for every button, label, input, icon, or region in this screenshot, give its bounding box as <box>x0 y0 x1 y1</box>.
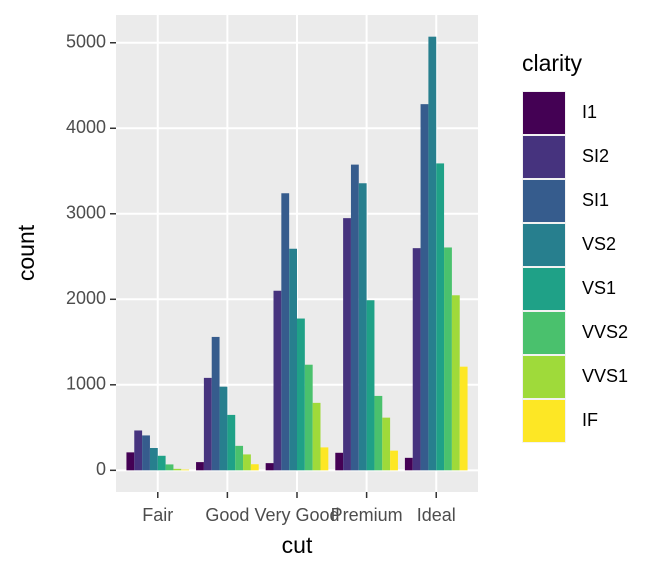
y-tick-label: 3000 <box>66 203 106 223</box>
bar <box>297 318 305 471</box>
legend-swatch <box>523 136 565 178</box>
x-axis-title: cut <box>282 532 313 558</box>
legend-swatch <box>523 180 565 222</box>
y-tick-label: 5000 <box>66 32 106 52</box>
bar <box>304 364 313 471</box>
legend-label: SI1 <box>582 190 609 210</box>
legend-title: clarity <box>522 50 583 76</box>
bar <box>165 464 174 471</box>
bar <box>289 248 297 471</box>
bar <box>451 295 460 471</box>
bar <box>459 366 468 471</box>
bar <box>173 468 182 471</box>
bar <box>350 164 359 471</box>
bar <box>320 447 329 471</box>
legend-label: VS1 <box>582 278 616 298</box>
legend-label: IF <box>582 410 598 430</box>
legend-swatch <box>523 312 565 354</box>
legend-swatch <box>523 356 565 398</box>
x-tick-label: Fair <box>142 505 173 525</box>
bar <box>335 452 344 471</box>
bar <box>134 430 143 471</box>
bar <box>149 447 158 471</box>
bar <box>366 300 375 471</box>
legend-label: SI2 <box>582 146 609 166</box>
legend-swatch <box>523 268 565 310</box>
bar <box>265 463 274 471</box>
bar <box>243 454 251 471</box>
legend-label: I1 <box>582 102 597 122</box>
y-tick-label: 0 <box>96 459 106 479</box>
bar <box>374 395 383 471</box>
legend-label: VS2 <box>582 234 616 254</box>
bar <box>420 104 429 471</box>
bar <box>196 462 204 471</box>
bar <box>281 193 290 471</box>
legend-swatch <box>523 400 565 442</box>
bar <box>436 163 445 471</box>
bar <box>428 36 437 471</box>
y-tick-label: 2000 <box>66 288 106 308</box>
bar <box>219 386 228 471</box>
bar <box>358 183 367 471</box>
bar <box>343 218 351 471</box>
bar <box>211 336 220 471</box>
x-tick-label: Good <box>205 505 249 525</box>
legend-swatch <box>523 224 565 266</box>
bar <box>181 469 190 471</box>
y-axis-title: count <box>13 224 39 281</box>
x-tick-label: Very Good <box>254 505 339 525</box>
bar <box>444 247 452 471</box>
y-tick-label: 4000 <box>66 117 106 137</box>
bar <box>235 445 244 471</box>
x-tick-label: Ideal <box>417 505 456 525</box>
bar <box>142 435 150 471</box>
bar <box>273 290 282 471</box>
bar <box>250 464 259 471</box>
x-tick-label: Premium <box>331 505 403 525</box>
y-tick-label: 1000 <box>66 374 106 394</box>
bar <box>390 450 398 471</box>
bar <box>157 455 166 471</box>
bar <box>382 417 391 471</box>
bar <box>203 377 212 471</box>
bar <box>404 457 413 471</box>
bar <box>227 414 236 471</box>
bar <box>312 402 321 471</box>
legend-label: VVS1 <box>582 366 628 386</box>
bar <box>126 452 135 471</box>
legend-swatch <box>523 92 565 134</box>
legend-label: VVS2 <box>582 322 628 342</box>
bar <box>412 248 421 471</box>
